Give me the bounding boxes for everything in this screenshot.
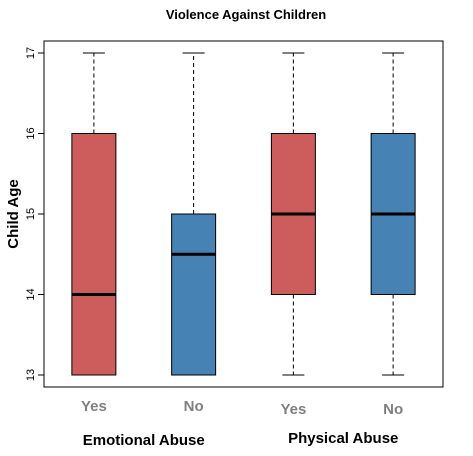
box-3	[270, 52, 316, 376]
group-label: Physical Abuse	[288, 430, 398, 447]
y-tick-label: 17	[25, 47, 37, 59]
group-label: Emotional Abuse	[83, 432, 205, 449]
y-axis-label: Child Age	[5, 179, 22, 248]
x-tick-label: Yes	[280, 401, 306, 418]
x-tick-label: No	[184, 398, 204, 415]
box-1	[71, 52, 117, 376]
x-tick-label: No	[383, 401, 403, 418]
box-2	[171, 52, 217, 376]
boxes	[71, 52, 416, 376]
group-labels: Emotional Abuse Physical Abuse	[83, 430, 399, 449]
y-tick-label: 16	[25, 127, 37, 139]
box-body	[71, 133, 117, 376]
y-axis: 13 14 15 16 17	[25, 47, 45, 381]
box-4	[370, 52, 416, 376]
x-axis: Yes No Yes No	[81, 398, 403, 418]
x-tick-label: Yes	[81, 398, 107, 415]
chart-title: Violence Against Children	[166, 7, 326, 22]
y-tick-label: 15	[25, 208, 37, 220]
box-body	[171, 213, 217, 376]
y-tick-label: 13	[25, 369, 37, 381]
y-tick-label: 14	[25, 288, 37, 300]
